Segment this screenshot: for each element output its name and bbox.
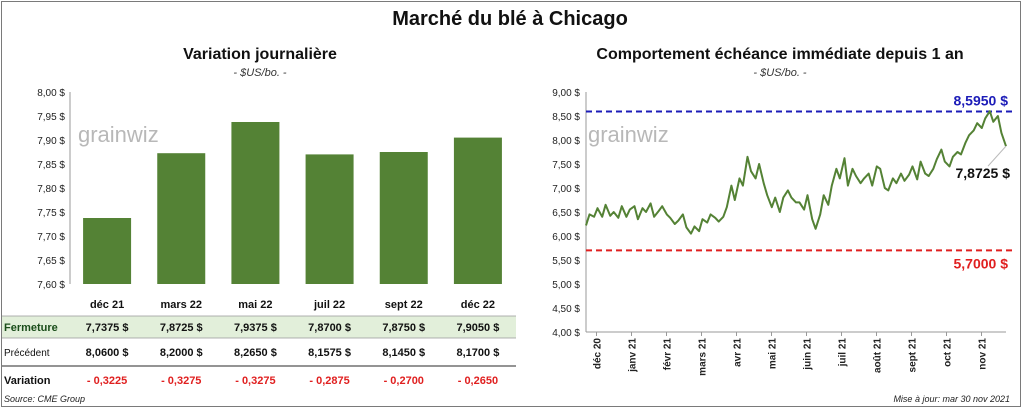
y-tick-label: 7,00 $ [552,184,580,195]
close-row-background [2,316,516,338]
x-tick-label: juil 21 [838,338,849,368]
y-tick-label: 8,00 $ [552,136,580,147]
x-tick-label: mars 22 [160,299,202,311]
y-tick-label: 8,50 $ [552,112,580,123]
y-tick-label: 8,00 $ [37,88,65,99]
y-tick-label: 7,95 $ [37,112,65,123]
x-tick-label: mars 21 [698,338,709,376]
right-chart-subtitle: - $US/bo. - [753,67,807,79]
close-value: 7,9050 $ [457,322,500,334]
watermark: grainwiz [588,122,669,147]
y-tick-label: 4,00 $ [552,328,580,339]
x-tick-label: nov 21 [978,338,989,370]
y-tick-label: 6,50 $ [552,208,580,219]
x-tick-label: déc 21 [90,299,124,311]
low-label: 5,7000 $ [954,255,1009,271]
watermark: grainwiz [78,122,159,147]
y-tick-label: 7,65 $ [37,256,65,267]
source-note: Source: CME Group [4,394,86,404]
change-value: - 0,2875 [309,375,349,387]
series-line [585,110,1007,235]
y-tick-label: 7,90 $ [37,136,65,147]
row-label-previous: Précédent [4,348,50,359]
y-tick-label: 7,70 $ [37,232,65,243]
close-value: 7,8700 $ [308,322,351,334]
x-tick-label: août 21 [873,338,884,373]
x-tick-label: mai 21 [768,338,779,370]
x-tick-label: sept 22 [385,299,423,311]
y-tick-label: 5,50 $ [552,256,580,267]
change-value: - 0,3225 [87,375,127,387]
y-tick-label: 7,60 $ [37,280,65,291]
y-tick-label: 7,85 $ [37,160,65,171]
y-tick-label: 6,00 $ [552,232,580,243]
x-tick-label: déc 20 [593,338,604,370]
previous-value: 8,1700 $ [457,347,500,359]
x-tick-label: déc 22 [461,299,495,311]
bar [379,152,428,284]
right-chart-title: Comportement échéance immédiate depuis 1… [596,46,964,63]
previous-value: 8,1575 $ [308,347,351,359]
last-value-leader [987,145,1007,167]
page-title: Marché du blé à Chicago [392,8,628,30]
bar [305,154,354,284]
x-tick-label: févr 21 [663,338,674,371]
close-value: 7,8750 $ [382,322,425,334]
high-label: 8,5950 $ [954,92,1009,108]
previous-value: 8,0600 $ [86,347,129,359]
change-value: - 0,2700 [384,375,424,387]
bar [157,153,206,284]
bar [83,218,132,284]
y-tick-label: 4,50 $ [552,304,580,315]
previous-value: 8,2650 $ [234,347,277,359]
previous-value: 8,2000 $ [160,347,203,359]
left-chart-title: Variation journalière [183,46,337,63]
left-bar-chart: grainwiz 7,60 $ 7,65 $ 7,70 $ 7,75 $ 7,80 $ 7,… [2,88,516,387]
close-value: 7,8725 $ [160,322,203,334]
change-value: - 0,3275 [235,375,275,387]
bar [453,137,502,284]
y-tick-label: 5,00 $ [552,280,580,291]
x-tick-label: avr 21 [733,338,744,367]
x-tick-label: mai 22 [238,299,272,311]
row-label-change: Variation [4,375,51,387]
previous-value: 8,1450 $ [382,347,425,359]
change-value: - 0,3275 [161,375,201,387]
x-tick-label: janv 21 [628,338,639,373]
update-note: Mise à jour: mar 30 nov 2021 [893,394,1010,404]
x-tick-label: oct 21 [943,338,954,367]
left-chart-subtitle: - $US/bo. - [233,67,287,79]
last-value-label: 7,8725 $ [956,165,1011,181]
row-label-close: Fermeture [4,322,58,334]
x-tick-label: juin 21 [803,338,814,371]
y-tick-label: 7,80 $ [37,184,65,195]
y-tick-label: 7,50 $ [552,160,580,171]
bar [231,122,280,284]
x-tick-label: juil 22 [313,299,345,311]
change-value: - 0,2650 [458,375,498,387]
close-value: 7,9375 $ [234,322,277,334]
x-tick-label: sept 21 [908,338,919,373]
y-tick-label: 7,75 $ [37,208,65,219]
y-tick-label: 9,00 $ [552,88,580,99]
close-value: 7,7375 $ [86,322,129,334]
